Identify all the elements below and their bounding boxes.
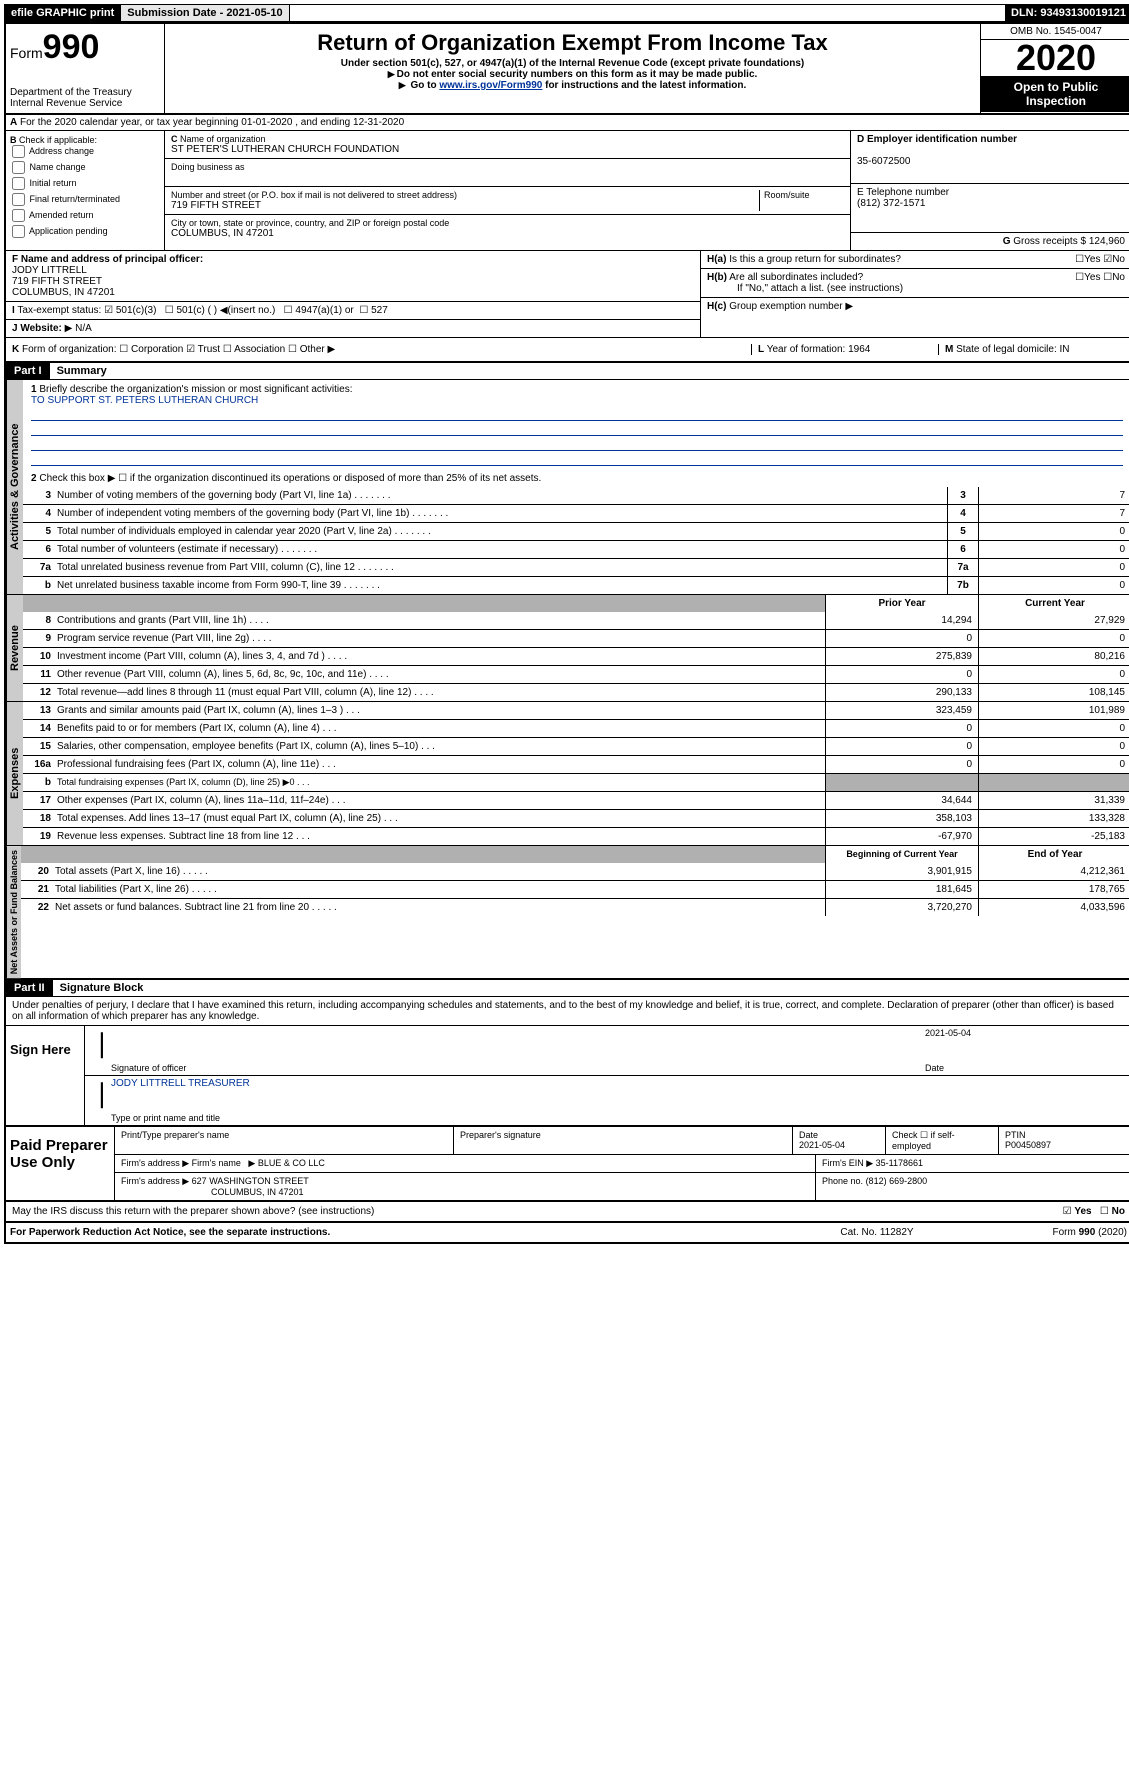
open-public-badge: Open to Public Inspection xyxy=(981,76,1129,112)
check-final-return[interactable]: Final return/terminated xyxy=(10,193,160,206)
table-row: bNet unrelated business taxable income f… xyxy=(23,576,1129,594)
table-row: 18Total expenses. Add lines 13–17 (must … xyxy=(23,809,1129,827)
discuss-line: May the IRS discuss this return with the… xyxy=(6,1202,1129,1223)
signature-block: Sign Here ❘ 2021-05-04 Signature of offi… xyxy=(6,1026,1129,1127)
table-row: 10Investment income (Part VIII, column (… xyxy=(23,647,1129,665)
hdr-current-year: Current Year xyxy=(978,595,1129,612)
hdr-prior-year: Prior Year xyxy=(825,595,978,612)
table-row: 16aProfessional fundraising fees (Part I… xyxy=(23,755,1129,773)
subtitle-2: Do not enter social security numbers on … xyxy=(169,69,976,80)
table-row: 22Net assets or fund balances. Subtract … xyxy=(21,898,1129,916)
table-row: 3Number of voting members of the governi… xyxy=(23,487,1129,504)
tab-net-assets: Net Assets or Fund Balances xyxy=(6,846,21,978)
row-k: K Form of organization: ☐ Corporation ☑ … xyxy=(6,338,1129,363)
table-row: 11Other revenue (Part VIII, column (A), … xyxy=(23,665,1129,683)
box-right: D Employer identification number 35-6072… xyxy=(850,131,1129,250)
tab-governance: Activities & Governance xyxy=(6,380,23,594)
ein: 35-6072500 xyxy=(857,156,910,167)
mission-block: 1 Briefly describe the organization's mi… xyxy=(23,380,1129,470)
top-bar: efile GRAPHIC print Submission Date - 20… xyxy=(4,4,1129,22)
mission-text: TO SUPPORT ST. PETERS LUTHERAN CHURCH xyxy=(31,395,258,406)
table-row: bTotal fundraising expenses (Part IX, co… xyxy=(23,773,1129,791)
table-row: 20Total assets (Part X, line 16) . . . .… xyxy=(21,863,1129,880)
box-b: B Check if applicable: Address change Na… xyxy=(6,131,165,250)
hdr-end-year: End of Year xyxy=(978,846,1129,863)
table-row: 5Total number of individuals employed in… xyxy=(23,522,1129,540)
table-row: 21Total liabilities (Part X, line 26) . … xyxy=(21,880,1129,898)
table-row: 15Salaries, other compensation, employee… xyxy=(23,737,1129,755)
table-row: 19Revenue less expenses. Subtract line 1… xyxy=(23,827,1129,845)
footer: For Paperwork Reduction Act Notice, see … xyxy=(6,1223,1129,1242)
sign-date: 2021-05-04 xyxy=(925,1028,1125,1059)
part-2-header: Part II Signature Block xyxy=(6,980,1129,997)
form-label: Form xyxy=(10,45,43,61)
box-f: F Name and address of principal officer:… xyxy=(6,251,700,302)
firm-phone: (812) 669-2800 xyxy=(866,1176,928,1186)
box-h: H(a) Is this a group return for subordin… xyxy=(701,251,1129,337)
box-c: C Name of organization ST PETER'S LUTHER… xyxy=(165,131,850,250)
row-a-period: A For the 2020 calendar year, or tax yea… xyxy=(6,115,1129,131)
subtitle-1: Under section 501(c), 527, or 4947(a)(1)… xyxy=(169,58,976,69)
table-row: 13Grants and similar amounts paid (Part … xyxy=(23,702,1129,719)
form-id-box: Form990 Department of the Treasury Inter… xyxy=(6,24,165,113)
header-right-box: OMB No. 1545-0047 2020 Open to Public In… xyxy=(980,24,1129,113)
check-address-change[interactable]: Address change xyxy=(10,145,160,158)
efile-button[interactable]: efile GRAPHIC print xyxy=(5,5,120,21)
form-frame: Form990 Department of the Treasury Inter… xyxy=(4,22,1129,1244)
tab-expenses: Expenses xyxy=(6,702,23,845)
website-line: J Website: ▶ N/A xyxy=(6,320,700,337)
tax-year: 2020 xyxy=(981,40,1129,76)
ptin: P00450897 xyxy=(1005,1140,1051,1150)
submission-date: Submission Date - 2021-05-10 xyxy=(120,5,289,21)
line-2: 2 Check this box ▶ ☐ if the organization… xyxy=(23,470,1129,487)
check-application-pending[interactable]: Application pending xyxy=(10,225,160,238)
header-title-box: Return of Organization Exempt From Incom… xyxy=(165,24,980,113)
tax-exempt-status: I Tax-exempt status: ☑ 501(c)(3) ☐ 501(c… xyxy=(6,302,700,320)
check-amended[interactable]: Amended return xyxy=(10,209,160,222)
table-row: 6Total number of volunteers (estimate if… xyxy=(23,540,1129,558)
check-name-change[interactable]: Name change xyxy=(10,161,160,174)
preparer-block: Paid Preparer Use Only Print/Type prepar… xyxy=(6,1127,1129,1202)
subtitle-3: Go to www.irs.gov/Form990 for instructio… xyxy=(169,80,976,91)
dln: DLN: 93493130019121 xyxy=(1005,5,1129,21)
table-row: 17Other expenses (Part IX, column (A), l… xyxy=(23,791,1129,809)
tab-revenue: Revenue xyxy=(6,595,23,701)
form-title: Return of Organization Exempt From Incom… xyxy=(169,30,976,56)
dept-label: Department of the Treasury Internal Reve… xyxy=(10,87,160,109)
gross-receipts: 124,960 xyxy=(1089,236,1125,247)
officer-name: JODY LITTRELL TREASURER xyxy=(111,1078,1125,1109)
telephone: (812) 372-1571 xyxy=(857,198,925,209)
hdr-beginning-year: Beginning of Current Year xyxy=(825,846,978,863)
perjury-text: Under penalties of perjury, I declare th… xyxy=(6,997,1129,1026)
firm-name: BLUE & CO LLC xyxy=(258,1158,325,1168)
check-501c3[interactable]: ☑ xyxy=(104,305,113,316)
irs-link[interactable]: www.irs.gov/Form990 xyxy=(439,80,542,91)
firm-ein: 35-1178661 xyxy=(876,1158,923,1168)
org-city: COLUMBUS, IN 47201 xyxy=(171,228,844,239)
check-initial-return[interactable]: Initial return xyxy=(10,177,160,190)
table-row: 12Total revenue—add lines 8 through 11 (… xyxy=(23,683,1129,701)
org-address: 719 FIFTH STREET xyxy=(171,200,759,211)
table-row: 14Benefits paid to or for members (Part … xyxy=(23,719,1129,737)
table-row: 4Number of independent voting members of… xyxy=(23,504,1129,522)
table-row: 9Program service revenue (Part VIII, lin… xyxy=(23,629,1129,647)
table-row: 8Contributions and grants (Part VIII, li… xyxy=(23,612,1129,629)
org-name: ST PETER'S LUTHERAN CHURCH FOUNDATION xyxy=(171,144,844,155)
firm-address: 627 WASHINGTON STREET xyxy=(192,1176,309,1186)
form-number: 990 xyxy=(43,28,100,66)
part-1-header: Part I Summary xyxy=(6,363,1129,380)
table-row: 7aTotal unrelated business revenue from … xyxy=(23,558,1129,576)
